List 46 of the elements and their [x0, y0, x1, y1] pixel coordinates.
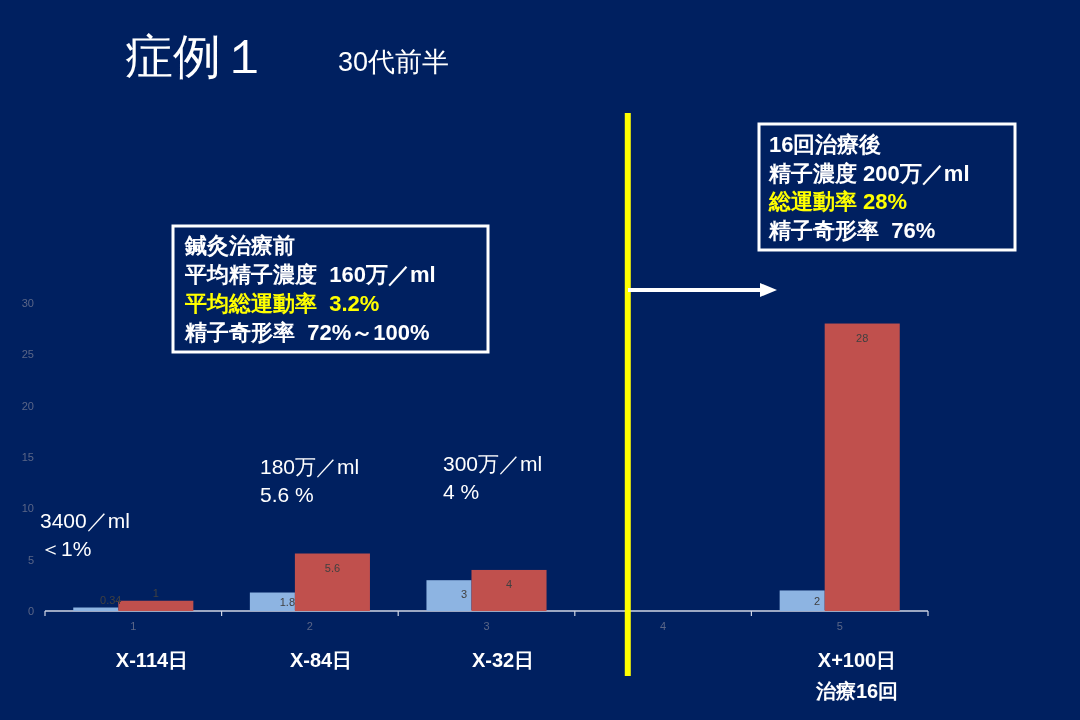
bar [779, 590, 825, 611]
annotation: 300万／ml [443, 452, 543, 475]
y-tick-label: 20 [21, 399, 34, 412]
text: 平均精子濃度 160万／ml [184, 262, 436, 287]
text: X-84日 [289, 649, 353, 671]
annotation: 3400／ml [40, 509, 130, 532]
y-tick-label: 25 [21, 348, 34, 361]
x-tick-label: 3 [483, 620, 490, 632]
data-label: 4 [505, 577, 513, 590]
x-tick-label: 2 [306, 620, 313, 632]
annotation: ＜1% [40, 537, 92, 560]
data-label: 0.34 [100, 593, 122, 606]
annotation: 180万／ml [260, 455, 360, 478]
text: X-32日 [471, 649, 535, 671]
data-label: 1 [152, 586, 159, 599]
text: 治療16回 [814, 680, 899, 702]
x-tick-label: 1 [130, 620, 137, 632]
text: 総運動率 28% [768, 189, 908, 214]
data-label: 2 [814, 594, 821, 607]
x-tick-label: 5 [836, 620, 843, 632]
annotation: 精子奇形率 72%～100% [184, 320, 430, 345]
data-label: 1.8 [279, 595, 296, 608]
annotation: 平均総運動率 3.2% [184, 291, 380, 316]
annotation: 4 % [443, 480, 480, 503]
annotation: 5.6 % [260, 483, 314, 506]
bar [294, 553, 370, 611]
y-tick-label: 5 [27, 553, 34, 566]
chart-subtitle: 30代前半 [338, 47, 450, 77]
bar [471, 569, 547, 611]
data-label: 5.6 [324, 561, 341, 574]
y-tick-label: 0 [27, 605, 34, 617]
x-tick-label: 4 [660, 620, 667, 632]
text: 精子奇形率 76% [768, 217, 936, 243]
text: X+100日 [817, 649, 897, 671]
y-tick-label: 30 [21, 297, 34, 309]
y-tick-label: 10 [21, 502, 34, 515]
text: 鍼灸治療前 [184, 233, 295, 258]
text: 精子濃度 200万／ml [768, 160, 970, 186]
text: X-114日 [115, 649, 189, 671]
data-label: 28 [856, 331, 869, 344]
bar [426, 580, 472, 611]
y-tick-label: 15 [21, 451, 34, 463]
text: 16回治療後 [769, 132, 882, 157]
data-label: 3 [460, 588, 468, 601]
bar [824, 323, 900, 611]
chart-title: 症例１ [125, 30, 269, 83]
